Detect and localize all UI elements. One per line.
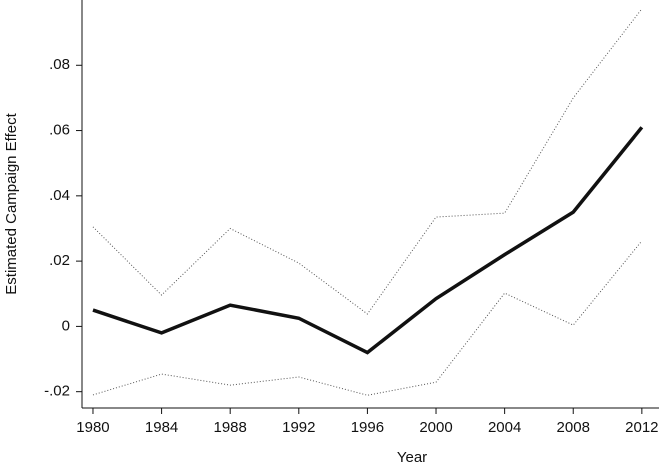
- x-tick-label: 1988: [214, 419, 247, 436]
- x-axis-label: Year: [397, 449, 427, 466]
- x-tick-label: 1980: [76, 419, 109, 436]
- y-tick-label: 0: [62, 317, 70, 334]
- x-tick-label: 2008: [557, 419, 590, 436]
- y-tick-label: -.02: [44, 383, 70, 400]
- y-tick-label: .06: [49, 122, 70, 139]
- x-tick-label: 2004: [488, 419, 521, 436]
- series-line: [92, 8, 643, 315]
- y-tick-label: .02: [49, 252, 70, 269]
- y-tick-label: .08: [49, 56, 70, 73]
- x-tick-label: 1996: [351, 419, 384, 436]
- series-line: [92, 240, 643, 396]
- x-tick-label: 2000: [419, 419, 452, 436]
- y-axis-label: Estimated Campaign Effect: [3, 112, 20, 294]
- x-tick-label: 2012: [625, 419, 658, 436]
- series-line: [92, 126, 644, 355]
- y-tick-label: .04: [49, 187, 70, 204]
- x-tick-label: 1984: [145, 419, 178, 436]
- x-tick-label: 1992: [282, 419, 315, 436]
